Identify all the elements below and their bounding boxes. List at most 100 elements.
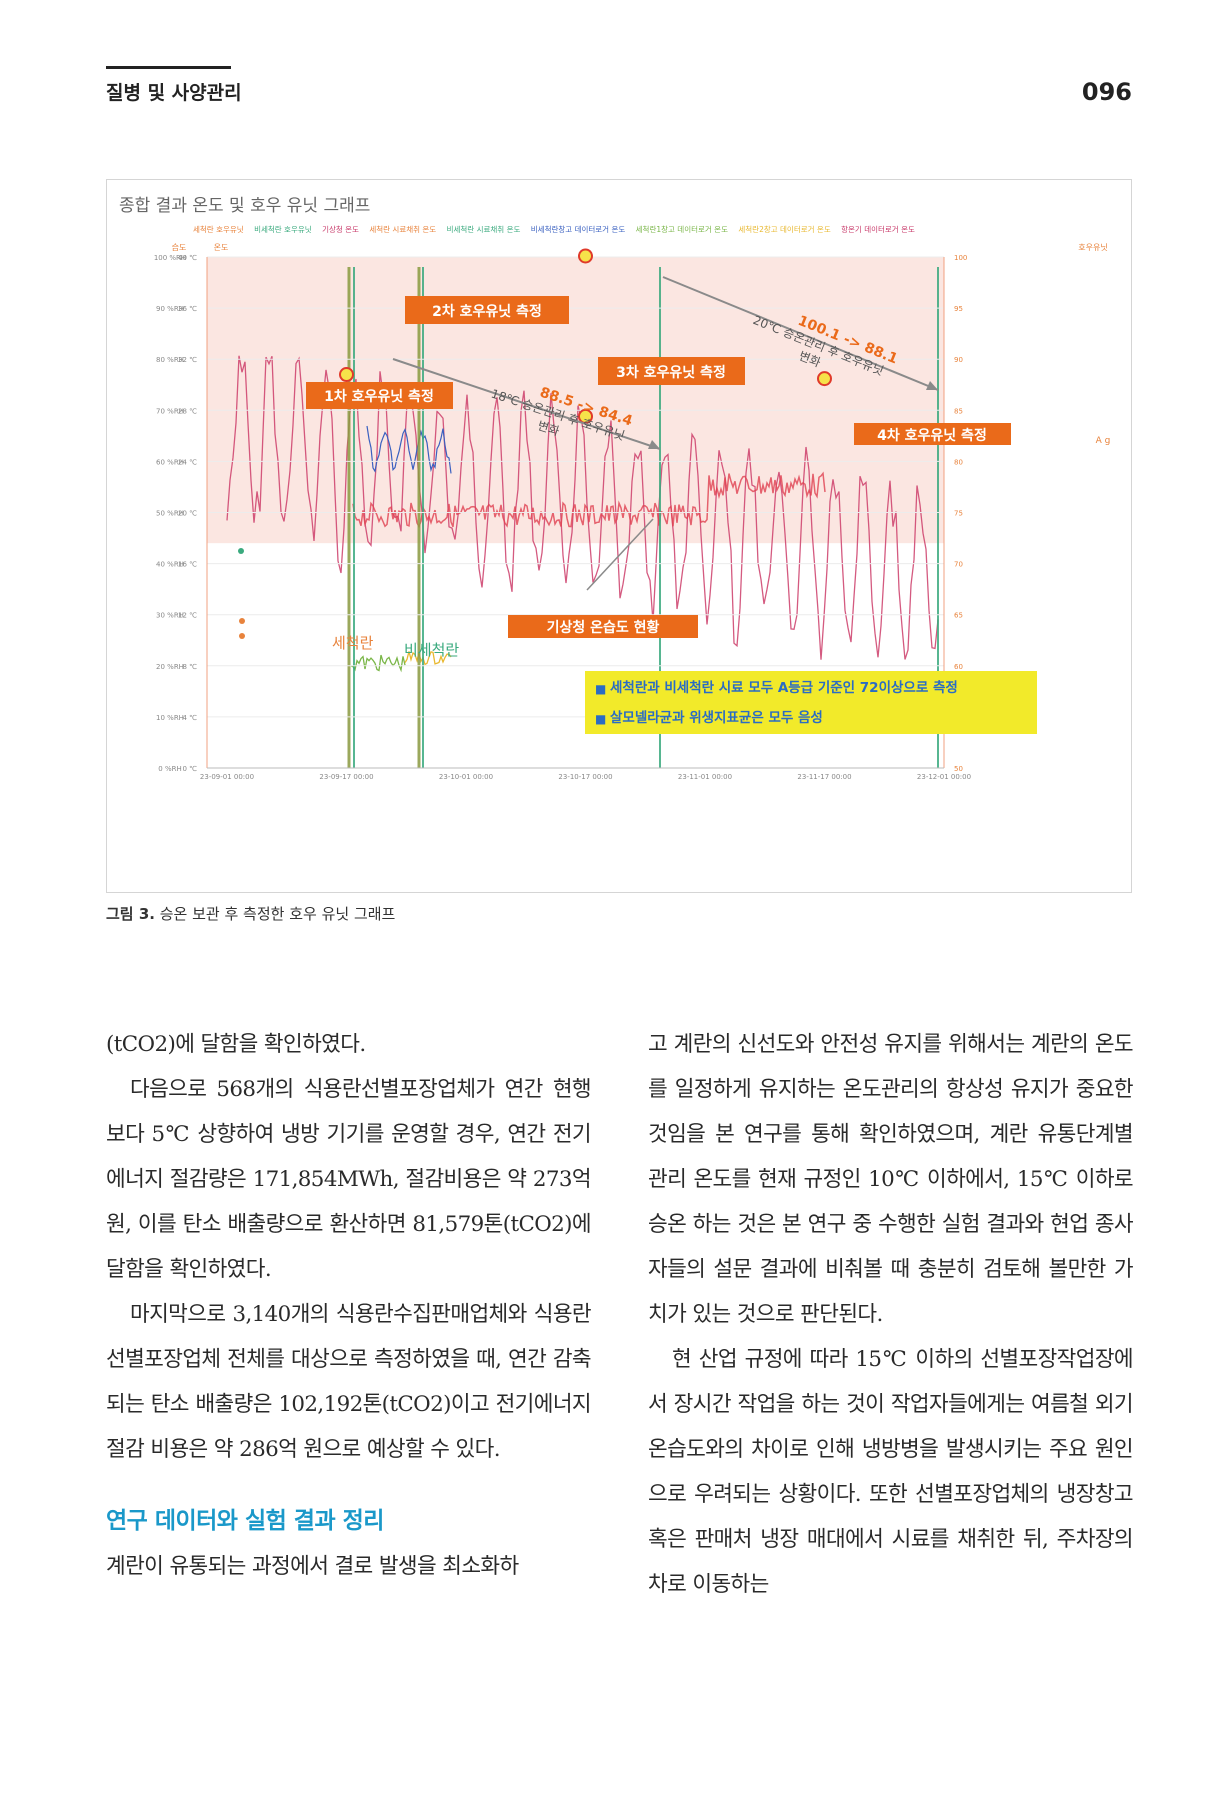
y-left-temp-tick: 40 ℃ (178, 254, 197, 262)
y-left-temp-tick: 4 ℃ (182, 714, 197, 722)
figure-chart: 종합 결과 온도 및 호우 유닛 그래프 세척란 호우유닛 비세척란 호우유닛 … (106, 179, 1132, 893)
logger-temp-line (352, 471, 826, 529)
section-heading: 연구 데이터와 실험 결과 정리 (106, 1508, 384, 1534)
label-box (306, 382, 453, 409)
x-tick-label: 23-10-01 00:00 (439, 773, 493, 781)
x-tick-label: 23-10-17 00:00 (558, 773, 612, 781)
y-left-humidity-tick: 20 %RH (156, 663, 184, 671)
legend-item: 세척란 호우유닛 (193, 225, 244, 234)
note-2: 살모넬라균과 위생지표균은 모두 음성 (610, 709, 823, 726)
y-left-humidity-tick: 50 %RH (156, 510, 184, 518)
y-left-temp-tick: 12 ℃ (178, 612, 197, 620)
y-left-humidity-tick: 30 %RH (156, 612, 184, 620)
legend-item: 비세척란 시료채취 온도 (446, 225, 521, 234)
y-left-temp-tick: 28 ℃ (178, 407, 197, 415)
y-left-temp-tick: 8 ℃ (182, 663, 197, 671)
haugh-unit-point (817, 371, 832, 387)
y-left-humidity-tick: 70 %RH (156, 407, 184, 415)
caption-text: 승온 보관 후 측정한 호우 유닛 그래프 (154, 905, 396, 923)
annotation-m3: 3차 호우유닛 측정 (616, 364, 726, 381)
page-number: 096 (1081, 78, 1132, 106)
left-axis-title-humidity: 습도 (172, 243, 187, 252)
paragraph: 고 계란의 신선도와 안전성 유지를 위해서는 계란의 온도를 일정하게 유지하… (648, 1032, 1134, 1327)
note-box (585, 671, 1037, 734)
arrowhead-icon (648, 440, 660, 449)
section-name: 질병 및 사양관리 (106, 82, 242, 104)
change1-desc2: 변화 (536, 418, 561, 438)
paragraph: (tCO2)에 달함을 확인하였다. (106, 1032, 366, 1057)
x-tick-label: 23-11-01 00:00 (678, 773, 732, 781)
unwashed-logger-line (366, 425, 452, 474)
y-left-humidity-tick: 10 %RH (156, 714, 184, 722)
sample-point (239, 633, 245, 639)
y-left-temp-tick: 32 ℃ (178, 356, 197, 364)
y-right-tick: 75 (954, 510, 963, 518)
annotation-m2: 2차 호우유닛 측정 (432, 303, 542, 320)
legend-item: 항온기 데이터로거 온도 (841, 225, 915, 234)
y-left-humidity-tick: 100 %RH (154, 254, 186, 262)
paragraph: 현 산업 규정에 따라 15℃ 이하의 선별포장작업장에서 장시간 작업을 하는… (648, 1347, 1134, 1597)
y-right-tick: 95 (954, 305, 963, 313)
change-arrow-1 (392, 358, 661, 450)
paragraph: 마지막으로 3,140개의 식용란수집판매업체와 식용란선별포장업체 전체를 대… (106, 1302, 592, 1462)
label-box (508, 615, 698, 638)
haugh-unit-point (339, 367, 354, 383)
y-left-humidity-tick: 0 %RH (158, 765, 181, 773)
y-right-tick: 90 (954, 356, 963, 364)
label-box (598, 357, 745, 385)
y-left-humidity-tick: 60 %RH (156, 458, 184, 466)
y-right-tick: 65 (954, 612, 963, 620)
y-left-humidity-tick: 40 %RH (156, 561, 184, 569)
label-box (405, 296, 569, 324)
paragraph: 계란이 유통되는 과정에서 결로 발생을 최소화하 (106, 1554, 519, 1579)
washed1-logger-line (350, 654, 406, 673)
label-washed: 세척란 (332, 634, 374, 652)
figure-title: 종합 결과 온도 및 호우 유닛 그래프 (119, 196, 371, 216)
note-1: 세척란과 비세척란 시료 모두 A등급 기준인 72이상으로 측정 (610, 679, 958, 696)
legend-item: 비세척란창고 데이터로거 온도 (530, 225, 626, 234)
y-left-temp-tick: 0 ℃ (182, 765, 197, 773)
y-left-temp-tick: 36 ℃ (178, 305, 197, 313)
annotation-weather: 기상청 온습도 현황 (547, 619, 660, 636)
y-left-temp-tick: 20 ℃ (178, 510, 197, 518)
sample-point (239, 618, 245, 624)
note-bullet-icon: ■ (595, 682, 606, 696)
legend-item: 세척란2창고 데이터로거 온도 (738, 225, 831, 234)
annotation-m4: 4차 호우유닛 측정 (877, 427, 987, 444)
x-tick-label: 23-09-01 00:00 (200, 773, 254, 781)
x-tick-label: 23-12-01 00:00 (917, 773, 971, 781)
y-right-tick: 70 (954, 561, 963, 569)
y-right-tick: 50 (954, 765, 963, 773)
weather-pointer (586, 518, 654, 591)
header-rule (106, 66, 231, 69)
y-left-humidity-tick: 80 %RH (156, 356, 184, 364)
y-right-tick: 100 (954, 254, 967, 262)
label-box (854, 423, 1011, 445)
arrowhead-icon (926, 381, 938, 390)
legend-item: 세척란1창고 데이터로거 온도 (635, 225, 728, 234)
chart-legend: 세척란 호우유닛 비세척란 호우유닛 기상청 온도 세척란 시료채취 온도 비세… (193, 224, 923, 235)
y-right-tick: 60 (954, 663, 963, 671)
left-axis-title-temp: 온도 (214, 243, 229, 252)
y-left-temp-tick: 24 ℃ (178, 458, 197, 466)
legend-item: 비세척란 호우유닛 (254, 225, 312, 234)
y-left-temp-tick: 16 ℃ (178, 561, 197, 569)
x-tick-label: 23-11-17 00:00 (797, 773, 851, 781)
y-right-tick: 80 (954, 458, 963, 466)
annotation-m1: 1차 호우유닛 측정 (324, 388, 434, 405)
body-column-left: (tCO2)에 달함을 확인하였다. 다음으로 568개의 식용란선별포장업체가… (106, 1022, 592, 1589)
note-bullet-icon: ■ (595, 712, 606, 726)
washed2-logger-line (404, 651, 452, 666)
figure-caption: 그림 3. 승온 보관 후 측정한 호우 유닛 그래프 (106, 903, 395, 924)
y-right-tick: 85 (954, 407, 963, 415)
body-column-right: 고 계란의 신선도와 안전성 유지를 위해서는 계란의 온도를 일정하게 유지하… (648, 1022, 1134, 1607)
change-arrow-2 (662, 276, 939, 391)
x-tick-label: 23-09-17 00:00 (319, 773, 373, 781)
y-left-humidity-tick: 90 %RH (156, 305, 184, 313)
paragraph: 다음으로 568개의 식용란선별포장업체가 연간 현행보다 5℃ 상향하여 냉방… (106, 1077, 592, 1282)
right-axis-title: 호우유닛 (1078, 242, 1107, 252)
sample-point (238, 548, 244, 554)
right-axis-unit: A g (1096, 436, 1111, 446)
weather-temp-line (226, 355, 939, 660)
